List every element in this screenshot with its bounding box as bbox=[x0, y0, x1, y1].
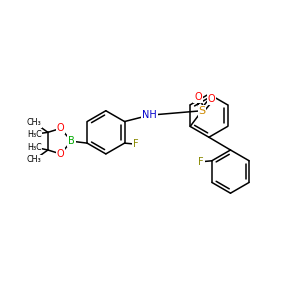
Text: O: O bbox=[57, 123, 64, 134]
Text: H₃C: H₃C bbox=[27, 130, 41, 139]
Text: F: F bbox=[198, 157, 204, 167]
Text: CH₃: CH₃ bbox=[27, 155, 41, 164]
Text: O: O bbox=[194, 92, 202, 102]
Text: F: F bbox=[133, 139, 138, 149]
Text: O: O bbox=[208, 94, 216, 104]
Text: S: S bbox=[198, 106, 206, 116]
Text: CH₃: CH₃ bbox=[27, 118, 41, 127]
Text: B: B bbox=[68, 136, 75, 146]
Text: O: O bbox=[57, 149, 64, 159]
Text: NH: NH bbox=[142, 110, 157, 120]
Text: H₃C: H₃C bbox=[27, 142, 41, 152]
